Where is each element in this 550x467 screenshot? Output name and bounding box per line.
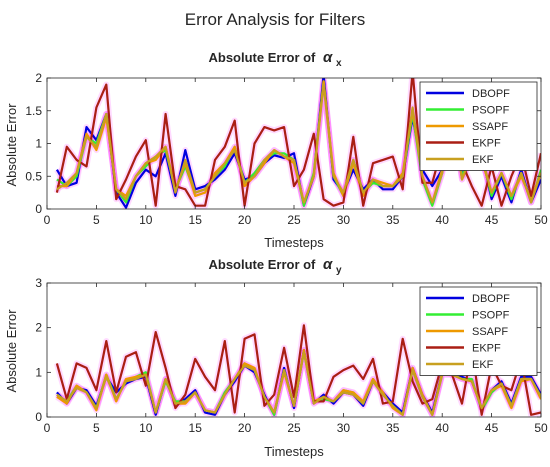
y-tick-label: 1	[35, 365, 42, 379]
y-tick-label: 2	[35, 71, 42, 85]
legend-label-ekf: EKF	[472, 359, 494, 371]
y-tick-label: 1	[35, 137, 42, 151]
x-tick-label: 20	[238, 213, 252, 227]
legend: DBOPF PSOPF SSAPF EKPF EKF	[419, 286, 538, 376]
chart-panel-alpha-y: Absolute Error of α y 0 5 10 15 20 25 30 35 40 45…	[4, 256, 548, 459]
x-tick-label: 35	[386, 421, 400, 435]
chart-title-alpha-y: Absolute Error of α y	[208, 256, 341, 276]
y-tick-label: 2	[35, 321, 42, 335]
x-tick-label: 35	[386, 213, 400, 227]
y-axis-label: Absolute Error	[4, 309, 19, 393]
legend-label-ssapf: SSAPF	[472, 121, 508, 133]
plot-area-alpha-y: 0 5 10 15 20 25 30 35 40 45 50 0 1 2 3 DBOPF PSOPF SSAPF E…	[35, 276, 548, 435]
x-tick-label: 10	[139, 421, 153, 435]
legend-label-dbopf: DBOPF	[472, 88, 510, 100]
x-tick-label: 0	[44, 213, 51, 227]
y-tick-label: 1.5	[25, 104, 42, 118]
chart-title-alpha-x: Absolute Error of α x	[208, 49, 341, 69]
x-tick-label: 30	[337, 421, 351, 435]
y-tick-label: 0.5	[25, 169, 42, 183]
x-tick-label: 5	[93, 421, 100, 435]
series-line-ekpf	[55, 324, 541, 416]
chart-title-text: Absolute Error of	[208, 50, 316, 65]
x-tick-label: 30	[337, 213, 351, 227]
legend-label-ekpf: EKPF	[472, 343, 501, 355]
y-tick-label: 3	[35, 276, 42, 290]
series-lines	[55, 324, 541, 416]
series-line-ekf	[56, 351, 541, 416]
x-tick-label: 15	[189, 213, 203, 227]
legend-label-ekf: EKF	[472, 154, 494, 166]
x-tick-label: 50	[534, 213, 548, 227]
y-tick-label: 0	[35, 410, 42, 424]
x-tick-label: 10	[139, 213, 153, 227]
x-tick-label: 20	[238, 421, 252, 435]
chart-panel-alpha-x: Absolute Error of α x 0 5 10 15 20 25 30 35 40 45…	[4, 49, 548, 250]
x-axis-label: Timesteps	[264, 235, 324, 250]
x-tick-label: 40	[436, 213, 450, 227]
chart-title-symbol: α	[323, 49, 333, 66]
legend-label-psopf: PSOPF	[472, 310, 510, 322]
y-tick-label: 0	[35, 202, 42, 216]
legend-label-ekpf: EKPF	[472, 138, 501, 150]
chart-title-symbol: α	[323, 256, 333, 273]
x-tick-label: 45	[485, 213, 499, 227]
legend: DBOPF PSOPF SSAPF EKPF EKF	[419, 81, 538, 171]
chart-title-text: Absolute Error of	[208, 257, 316, 272]
chart-title-subscript: y	[336, 265, 342, 276]
x-tick-label: 45	[485, 421, 499, 435]
x-tick-label: 15	[189, 421, 203, 435]
x-tick-label: 50	[534, 421, 548, 435]
x-axis-label: Timesteps	[264, 444, 324, 459]
y-axis-label: Absolute Error	[4, 103, 19, 187]
x-tick-label: 5	[93, 213, 100, 227]
plot-area-alpha-x: 0 5 10 15 20 25 30 35 40 45 50 0 0.5 1 1.5 2 DBOPF PSOPF S…	[25, 71, 548, 227]
legend-label-dbopf: DBOPF	[472, 293, 510, 305]
x-tick-label: 0	[44, 421, 51, 435]
x-tick-label: 40	[436, 421, 450, 435]
legend-label-ssapf: SSAPF	[472, 326, 508, 338]
chart-title-subscript: x	[336, 58, 342, 69]
legend-label-psopf: PSOPF	[472, 105, 510, 117]
x-tick-label: 25	[287, 421, 301, 435]
x-tick-label: 25	[287, 213, 301, 227]
figure-suptitle: Error Analysis for Filters	[185, 10, 365, 29]
